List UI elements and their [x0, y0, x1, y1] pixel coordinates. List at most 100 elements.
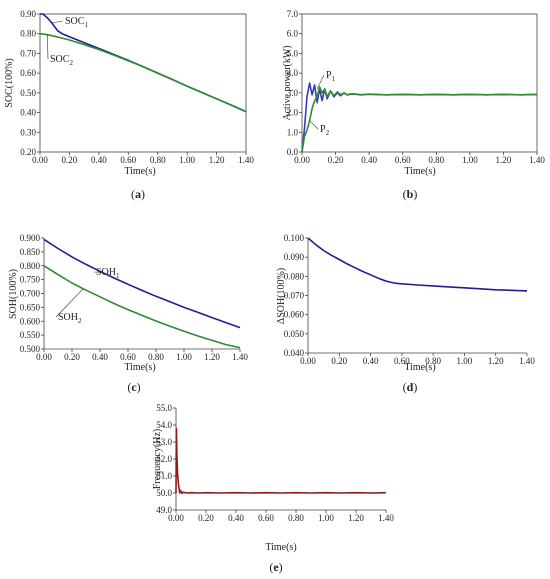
x-tick-label: 0.00: [36, 352, 52, 362]
y-tick-label: 3.0: [287, 88, 299, 98]
y-tick-label: 49.0: [156, 505, 172, 515]
x-tick-label: 1.20: [204, 352, 220, 362]
y-tick-label: 0.30: [20, 127, 36, 137]
annotation-leader: [55, 288, 84, 318]
y-axis-label: Active power(kW): [282, 45, 293, 120]
y-axis-label: ΔSOH(100%): [276, 268, 287, 324]
chart-c: 0.00 0.20 0.40 0.60 0.80 1.00 1.20 1.40 0.500 0.5…: [8, 233, 248, 394]
x-axis-label: Time(s): [404, 166, 435, 177]
y-tick-label: 51.0: [156, 471, 172, 481]
x-tick-label: 0.80: [425, 356, 441, 366]
series-label-soh2: SOH2: [58, 312, 82, 325]
y-tick-label: 0.850: [20, 247, 41, 257]
y-tick-label: 0.090: [284, 252, 305, 262]
y-tick-label: 55.0: [156, 403, 172, 413]
plot-frame: [39, 13, 247, 153]
x-tick-label: 1.00: [462, 155, 478, 165]
y-tick-label: 1.0: [287, 127, 299, 137]
annotation-leader: [51, 20, 64, 24]
y-axis-label: Frequency(Hz): [152, 429, 163, 490]
x-tick-label: 0.40: [361, 155, 377, 165]
y-tick-label: 0.500: [20, 344, 41, 354]
y-axis-label: SOH(100%): [8, 269, 19, 319]
y-tick-label: 0.800: [20, 261, 41, 271]
panel-caption: (a): [131, 187, 145, 201]
y-tick-label: 54.0: [156, 420, 172, 430]
x-axis-label: Time(s): [404, 362, 435, 373]
x-tick-label: 0.60: [395, 155, 411, 165]
y-tick-label: 5.0: [287, 48, 299, 58]
series-label-soc1: SOC1: [65, 16, 88, 29]
chart-e: 0.00 0.20 0.40 0.60 0.80 1.00 1.20 1.40 49.0 50.0…: [152, 403, 394, 574]
y-axis-label: SOC(100%): [4, 58, 15, 107]
annotation-leader: [309, 120, 319, 130]
x-axis-label: Time(s): [124, 166, 155, 177]
x-tick-label: 0.00: [32, 155, 48, 165]
y-tick-label: 0.20: [20, 147, 36, 157]
series-line-s0: [307, 237, 528, 292]
x-tick-label: 0.00: [294, 155, 310, 165]
x-tick-label: 0.80: [288, 513, 304, 523]
x-tick-label: 0.20: [62, 155, 78, 165]
y-tick-label: 0.600: [20, 316, 41, 326]
y-tick-label: 0.060: [284, 310, 305, 320]
x-tick-label: 1.20: [488, 356, 504, 366]
x-tick-label: 0.60: [120, 155, 136, 165]
series-line-s0: [175, 427, 387, 495]
x-tick-label: 0.40: [92, 352, 108, 362]
series-label-p2: P2: [320, 124, 330, 137]
y-tick-label: 0.750: [20, 275, 41, 285]
y-tick-label: 4.0: [287, 68, 299, 78]
y-tick-label: 0.0: [287, 147, 299, 157]
x-tick-label: 0.80: [148, 352, 164, 362]
x-tick-label: 1.40: [232, 352, 248, 362]
x-tick-label: 1.00: [457, 356, 473, 366]
y-tick-label: 0.040: [284, 348, 305, 358]
x-tick-label: 1.00: [318, 513, 334, 523]
x-tick-label: 1.40: [519, 356, 535, 366]
x-tick-label: 0.80: [150, 155, 166, 165]
panel-caption: (e): [269, 560, 282, 574]
plot-frame: [301, 13, 538, 153]
panel-caption: (c): [127, 380, 140, 394]
x-tick-label: 0.40: [228, 513, 244, 523]
x-tick-label: 1.40: [238, 155, 254, 165]
panel-caption: (d): [403, 380, 418, 394]
x-tick-label: 0.60: [258, 513, 274, 523]
y-tick-label: 0.50: [20, 88, 36, 98]
panel-caption: (b): [403, 187, 418, 201]
y-tick-label: 0.70: [20, 48, 36, 58]
x-tick-label: 0.00: [300, 356, 316, 366]
y-tick-label: 2.0: [287, 108, 299, 118]
annotation-leader: [316, 74, 325, 90]
series-label-p1: P1: [326, 70, 336, 83]
y-tick-label: 0.050: [284, 329, 305, 339]
x-axis-label: Time(s): [265, 542, 296, 553]
series-line-soh1: [43, 238, 241, 329]
x-tick-label: 0.20: [64, 352, 80, 362]
x-tick-label: 1.40: [378, 513, 394, 523]
x-tick-label: 0.00: [168, 513, 184, 523]
x-tick-label: 1.40: [529, 155, 545, 165]
series-line-p1: [301, 82, 538, 153]
x-tick-label: 0.60: [120, 352, 136, 362]
y-tick-label: 6.0: [287, 29, 299, 39]
y-tick-label: 0.650: [20, 302, 41, 312]
chart-b: 0.00 0.20 0.40 0.60 0.80 1.00 1.20 1.40 0.0 1.0 2.…: [282, 9, 545, 201]
x-tick-label: 0.20: [328, 155, 344, 165]
chart-a: 0.00 0.20 0.40 0.60 0.80 1.00 1.20 1.400.200.30…: [4, 9, 254, 201]
x-tick-label: 0.20: [331, 356, 347, 366]
series-line-soh2: [43, 265, 241, 349]
y-tick-label: 0.550: [20, 330, 41, 340]
x-tick-label: 0.20: [198, 513, 214, 523]
series-line-p2: [301, 86, 538, 153]
y-tick-label: 52.0: [156, 454, 172, 464]
y-tick-label: 0.60: [20, 68, 36, 78]
series-label-soh1: SOH1: [96, 267, 120, 280]
x-tick-label: 0.40: [363, 356, 379, 366]
x-tick-label: 0.80: [428, 155, 444, 165]
y-tick-label: 0.80: [20, 29, 36, 39]
x-tick-label: 0.40: [91, 155, 107, 165]
x-tick-label: 1.00: [176, 352, 192, 362]
